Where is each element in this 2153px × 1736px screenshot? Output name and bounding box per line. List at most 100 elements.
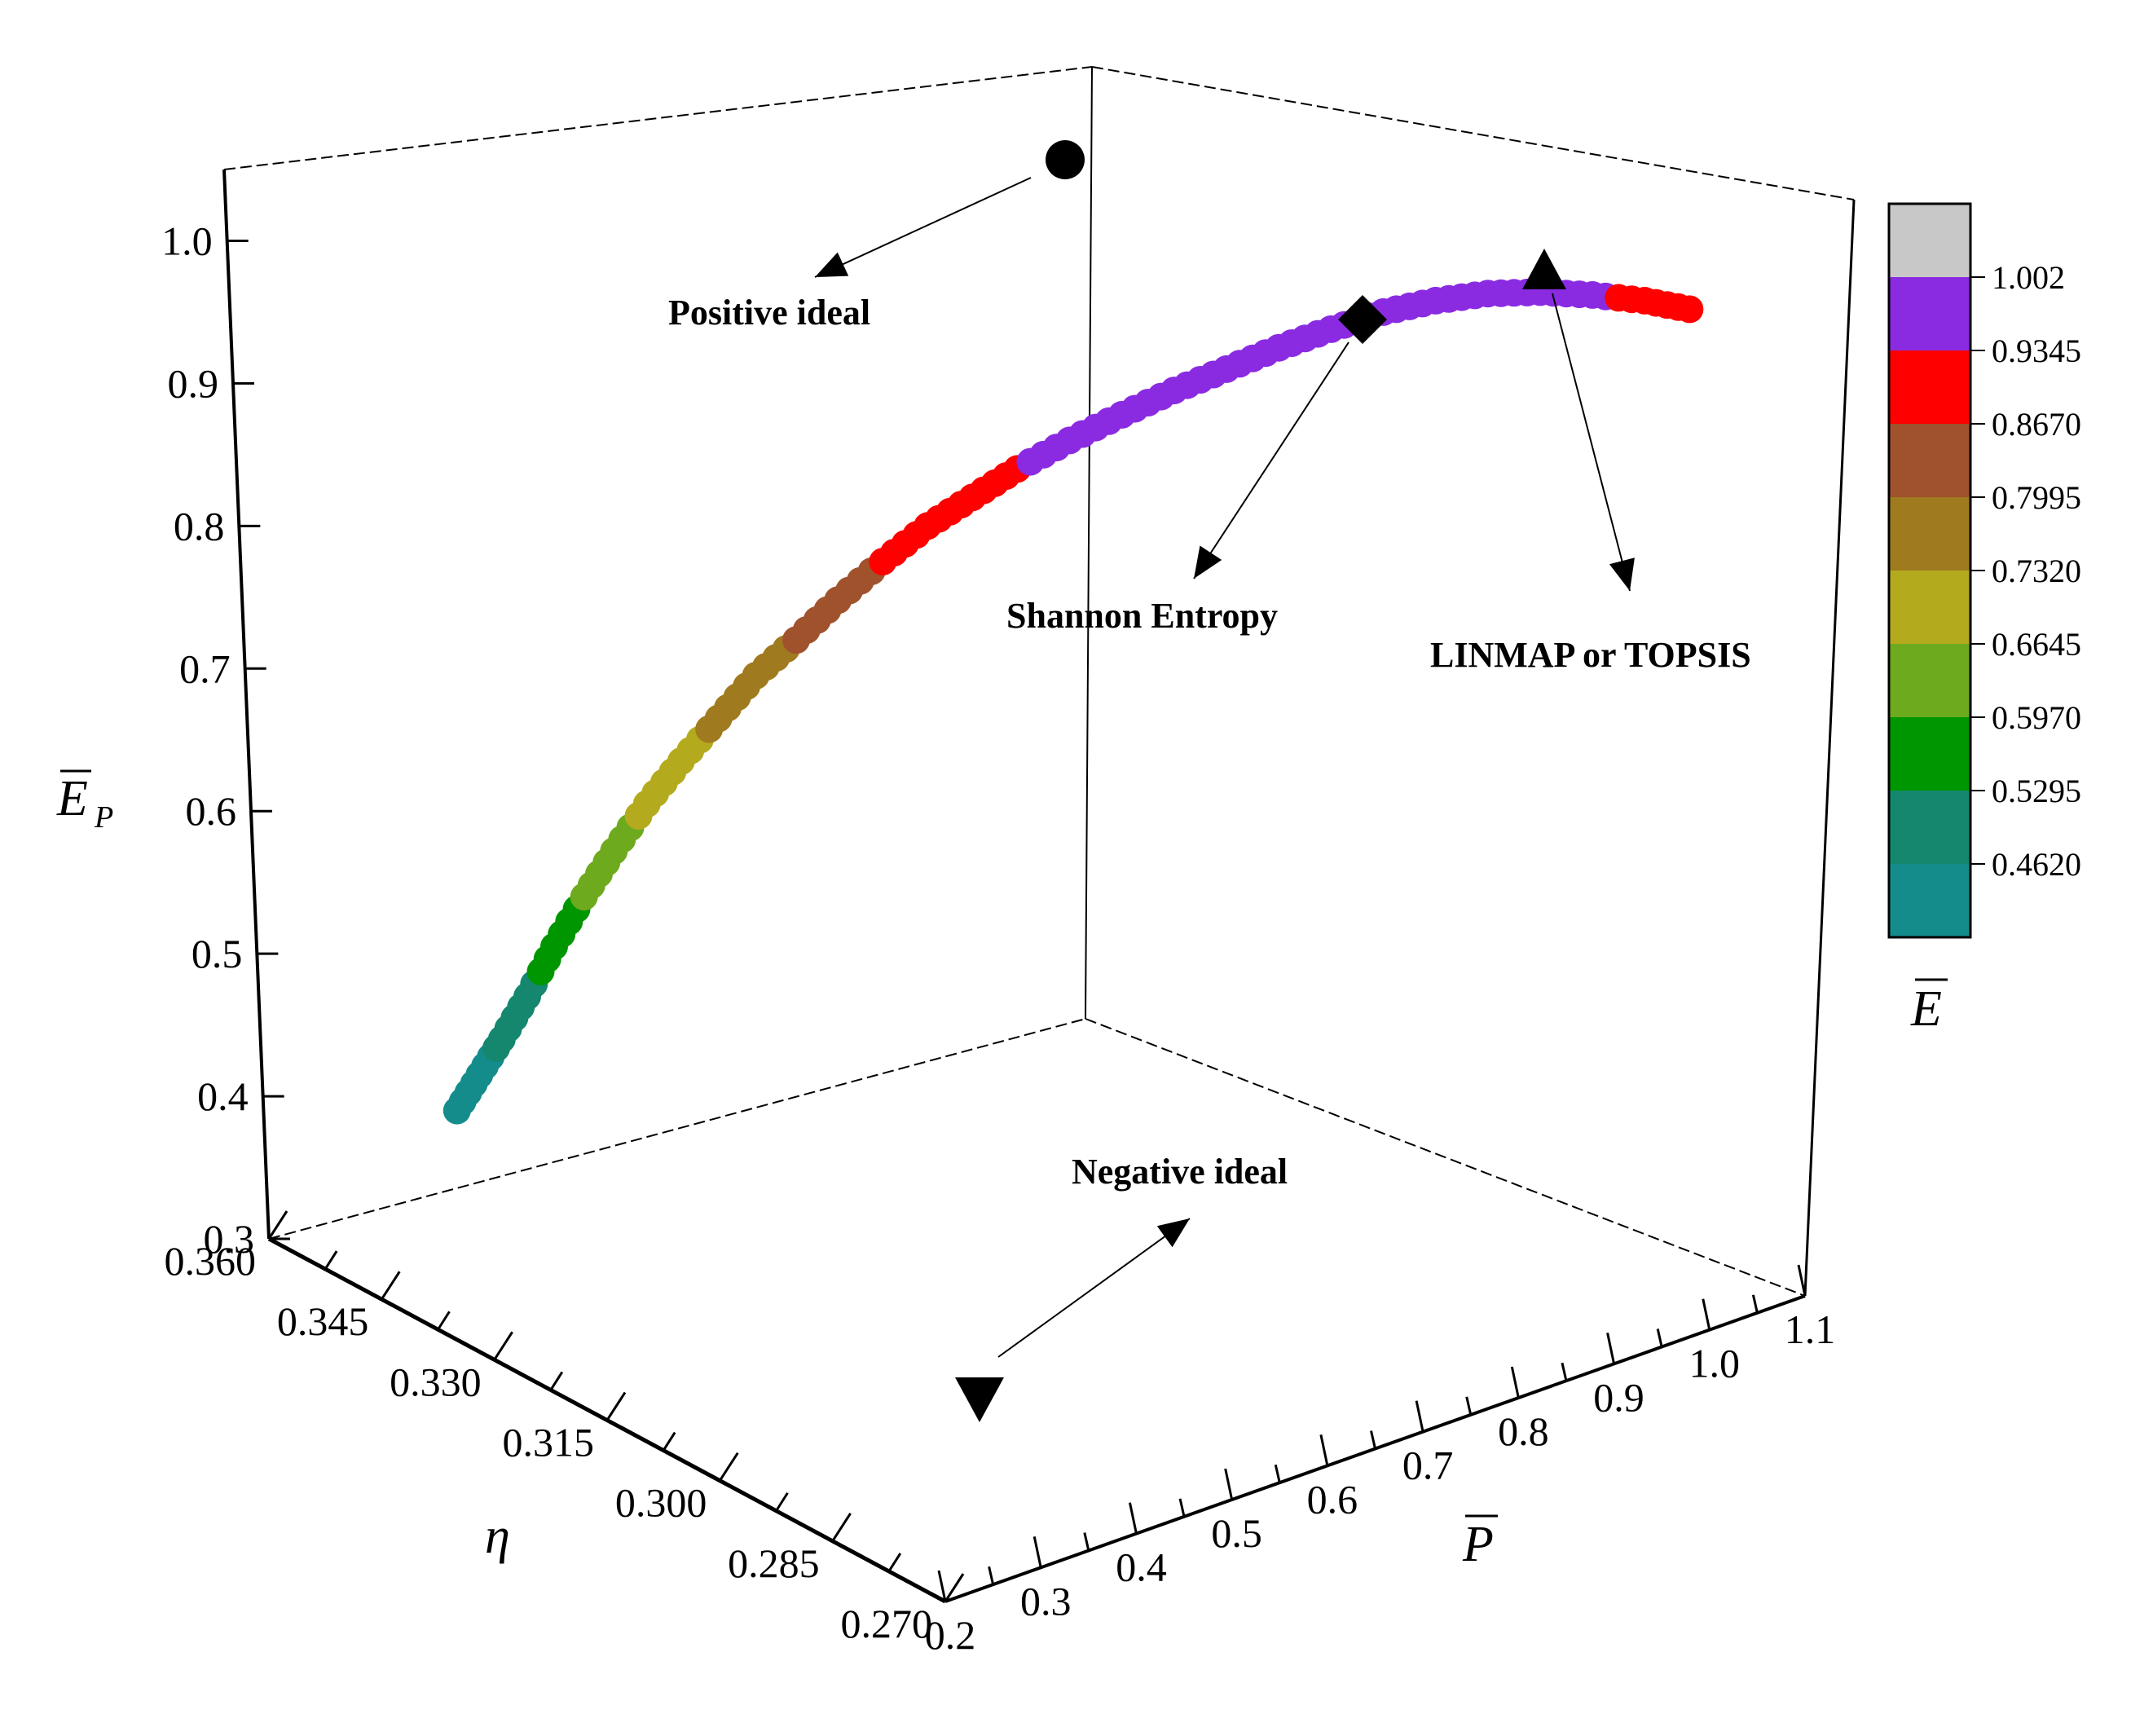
z-axis-label-subscript: P: [94, 800, 113, 835]
eta-minor-tick: [549, 1371, 564, 1391]
p-tick-mark: [1797, 1264, 1807, 1297]
p-tick-label: 0.7: [1402, 1443, 1454, 1488]
linmap-topsis-label: LINMAP or TOPSIS: [1430, 635, 1751, 675]
axis-labels: E Pη PE: [56, 769, 1948, 1572]
p-minor-tick: [1083, 1532, 1090, 1551]
colorbar-band: [1889, 350, 1970, 425]
positive-ideal-marker: [1046, 140, 1085, 179]
colorbar-tick-label: 0.7320: [1992, 553, 2081, 589]
eta-tick-label: 0.285: [728, 1540, 820, 1586]
colorbar-band: [1889, 277, 1970, 351]
eta-tick-mark: [267, 1210, 288, 1240]
eta-tick-mark: [493, 1331, 513, 1361]
p-minor-tick: [1465, 1396, 1473, 1416]
p-minor-tick: [1561, 1362, 1568, 1381]
eta-tick-mark: [605, 1391, 627, 1421]
eta-minor-tick: [887, 1553, 902, 1572]
p-minor-tick: [1178, 1498, 1186, 1518]
linmap-topsis-arrow-line: [1552, 293, 1631, 592]
colorbar-tick-label: 0.5295: [1992, 773, 2081, 809]
p-tick-mark: [1415, 1400, 1424, 1432]
shannon-entropy-arrow-head: [1194, 545, 1222, 579]
eta-tick-label: 0.330: [390, 1359, 482, 1404]
colorbar-tick-label: 0.4620: [1992, 846, 2081, 883]
eta-minor-tick: [662, 1431, 676, 1452]
z-tick-label: 0.6: [186, 788, 237, 834]
z-tick-label: 0.5: [192, 931, 243, 976]
negative-ideal-arrow-line: [997, 1218, 1191, 1358]
colorbar-band: [1889, 644, 1970, 718]
p-tick-mark: [1510, 1366, 1520, 1399]
p-tick-mark: [1224, 1468, 1234, 1500]
p-tick-label: 0.2: [925, 1612, 976, 1658]
z-tick-label: 0.3: [204, 1216, 255, 1262]
annotations: Positive ideal Shannon Entropy LINMAP or T…: [668, 140, 1751, 1422]
p-tick-label: 0.4: [1116, 1544, 1167, 1590]
p-tick-label: 0.5: [1211, 1510, 1262, 1556]
p-tick-label: 1.0: [1689, 1341, 1741, 1386]
shannon-entropy-arrow-line: [1193, 341, 1349, 579]
eta-tick-label: 0.270: [841, 1601, 933, 1646]
shannon-entropy-label: Shannon Entropy: [1006, 596, 1278, 636]
p-minor-tick: [1751, 1294, 1759, 1314]
colorbar-band: [1889, 497, 1970, 571]
eta-minor-tick: [775, 1491, 789, 1512]
colorbar-band: [1889, 571, 1970, 645]
colorbar-tick-label: 0.6645: [1992, 626, 2081, 663]
colorbar: 1.002 0.9345 0.8670 0.7995 0.7320 0.6645 0.597…: [1887, 202, 2081, 939]
floor-left-edge: [268, 1018, 1086, 1240]
eta-tick-label: 0.360: [165, 1238, 257, 1284]
negative-ideal-label: Negative ideal: [1072, 1152, 1288, 1192]
p-tick-label: 0.8: [1498, 1408, 1549, 1454]
back-vertical-edge: [1085, 66, 1093, 1020]
colorbar-band: [1889, 424, 1970, 498]
negative-ideal-marker: [955, 1377, 1004, 1422]
colorbar-tick-label: 0.8670: [1992, 406, 2081, 443]
eta-tick-mark: [381, 1271, 401, 1300]
z-axis-label: E: [56, 771, 88, 826]
p-tick-label: 0.3: [1020, 1578, 1072, 1624]
eta-tick-label: 0.315: [503, 1420, 595, 1465]
colorbar-band: [1889, 717, 1970, 791]
top-left-edge: [223, 66, 1093, 170]
linmap-topsis-marker: [1522, 249, 1566, 289]
top-right-edge: [1091, 66, 1855, 200]
colorbar-tick-label: 1.002: [1992, 259, 2065, 296]
eta-tick-label: 0.300: [615, 1480, 707, 1526]
eta-tick-mark: [831, 1513, 852, 1542]
colorbar-label: E: [1910, 981, 1942, 1037]
p-minor-tick: [1370, 1430, 1376, 1449]
p-tick-mark: [1319, 1434, 1329, 1466]
z-tick-label: 1.0: [161, 218, 213, 263]
z-tick-label: 0.4: [197, 1073, 249, 1119]
p-tick-mark: [1606, 1333, 1616, 1364]
negative-ideal-arrow-head: [1156, 1218, 1190, 1248]
p-tick-mark: [1032, 1536, 1042, 1568]
p-tick-label: 1.1: [1785, 1306, 1836, 1352]
eta-tick-mark: [719, 1452, 739, 1482]
p-tick-mark: [1128, 1502, 1138, 1534]
z-tick-label: 0.9: [168, 360, 219, 406]
p-tick-label: 0.9: [1593, 1374, 1644, 1420]
right-vertical-edge: [1803, 199, 1856, 1297]
positive-ideal-arrow-head: [815, 252, 849, 277]
shannon-entropy-marker: [1338, 295, 1387, 344]
p-minor-tick: [988, 1566, 995, 1585]
p-minor-tick: [1656, 1328, 1663, 1347]
tick-marks: [227, 239, 1807, 1602]
eta-axis-label: η: [485, 1509, 510, 1564]
colorbar-tick-label: 0.5970: [1992, 699, 2081, 736]
eta-minor-tick: [324, 1250, 338, 1270]
p-tick-mark: [937, 1570, 947, 1602]
eta-tick-label: 0.345: [277, 1298, 369, 1344]
linmap-topsis-arrow-head: [1609, 557, 1635, 591]
floor-right-edge: [1085, 1018, 1806, 1297]
p-minor-tick: [1274, 1464, 1281, 1483]
z-tick-label: 0.8: [174, 503, 225, 549]
eta-minor-tick: [437, 1311, 451, 1331]
p-tick-mark: [1702, 1298, 1711, 1330]
positive-ideal-arrow-line: [814, 177, 1032, 278]
positive-ideal-label: Positive ideal: [668, 293, 870, 333]
